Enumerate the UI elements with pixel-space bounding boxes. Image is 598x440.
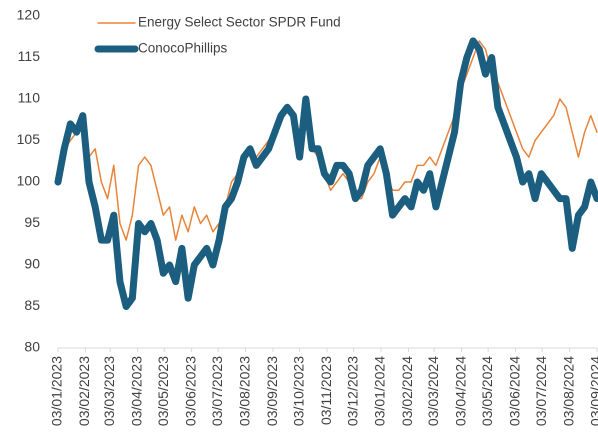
- legend: Energy Select Sector SPDR Fund ConocoPhil…: [94, 15, 341, 56]
- x-tick-label: 03/08/2024: [560, 356, 576, 426]
- y-tick-label: 110: [18, 90, 41, 106]
- y-tick-label: 80: [24, 339, 40, 355]
- series-line: [54, 37, 598, 310]
- legend-label: Energy Select Sector SPDR Fund: [138, 15, 341, 30]
- y-tick-label: 120: [17, 7, 41, 23]
- legend-label: ConocoPhillips: [138, 41, 228, 56]
- y-tick-label: 100: [17, 173, 41, 189]
- x-tick-label: 03/04/2023: [128, 356, 144, 426]
- x-tick-label: 03/09/2024: [588, 356, 598, 426]
- x-tick-label: 03/05/2024: [479, 356, 495, 426]
- y-tick-label: 85: [24, 297, 40, 313]
- y-tick-label: 95: [24, 214, 40, 230]
- x-tick-label: 03/06/2023: [182, 356, 198, 426]
- x-tick-label: 03/10/2023: [290, 356, 306, 426]
- x-tick-label: 03/04/2024: [452, 356, 468, 426]
- x-tick-label: 03/02/2024: [399, 356, 415, 426]
- x-tick-label: 03/08/2023: [236, 356, 252, 426]
- x-tick-label: 03/01/2024: [372, 356, 388, 426]
- series-line: [57, 40, 598, 241]
- x-tick-label: 03/01/2023: [49, 356, 65, 426]
- x-tick-label: 03/02/2023: [76, 356, 92, 426]
- x-tick-label: 03/05/2023: [155, 356, 171, 426]
- x-tick-label: 03/11/2023: [318, 356, 334, 425]
- y-tick-label: 115: [18, 48, 41, 64]
- y-tick-label: 90: [24, 256, 40, 272]
- x-tick-label: 03/03/2023: [101, 356, 117, 426]
- x-tick-label: 03/06/2024: [506, 356, 522, 426]
- x-tick-label: 03/12/2023: [344, 356, 360, 426]
- y-tick-label: 105: [17, 131, 41, 147]
- x-tick-label: 03/07/2023: [209, 356, 225, 426]
- x-tick-label: 03/07/2024: [533, 356, 549, 426]
- x-tick-label: 03/09/2023: [264, 356, 280, 426]
- x-tick-label: 03/03/2024: [425, 356, 441, 426]
